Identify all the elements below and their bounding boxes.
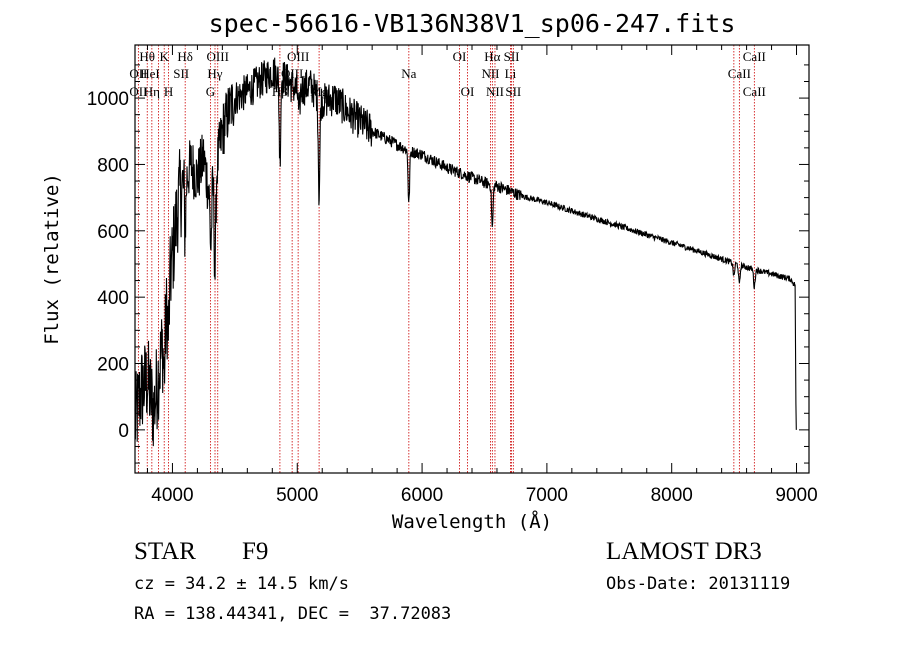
line-label: NII	[486, 84, 504, 99]
obs-date-text: Obs-Date: 20131119	[606, 574, 791, 594]
line-label: H	[164, 84, 173, 99]
line-label: OI	[461, 84, 475, 99]
line-label: Hγ	[207, 66, 222, 81]
line-label: SII	[173, 66, 189, 81]
x-tick-label: 4000	[151, 485, 193, 506]
line-label: NII	[481, 66, 499, 81]
line-label: CaII	[743, 84, 766, 99]
line-label: G	[206, 84, 215, 99]
x-axis-label: Wavelength (Å)	[392, 510, 552, 533]
line-markers	[137, 45, 755, 473]
line-label: SII	[505, 84, 521, 99]
x-tick-label: 9000	[775, 485, 817, 506]
line-label: Hα	[484, 49, 500, 64]
object-subclass: F9	[242, 538, 269, 565]
line-label: Hη	[144, 84, 160, 99]
line-label: HeI	[140, 66, 160, 81]
line-label: SII	[504, 49, 520, 64]
redshift-text: cz = 34.2 ± 14.5 km/s	[134, 574, 349, 594]
tick-labels: 4000 5000 6000 7000 8000 9000 0 200 400 600 800 100…	[87, 89, 818, 506]
line-label: Hδ	[177, 49, 193, 64]
survey-name: LAMOST DR3	[606, 538, 762, 565]
x-tick-label: 5000	[276, 485, 318, 506]
y-tick-label: 1000	[87, 89, 129, 110]
line-label: Hθ	[139, 49, 155, 64]
line-label: Na	[401, 66, 416, 81]
plot-frame	[134, 44, 810, 474]
y-tick-label: 200	[97, 355, 129, 376]
line-label: OII	[129, 66, 147, 81]
x-tick-label: 7000	[526, 485, 568, 506]
line-label: Li	[505, 66, 517, 81]
line-label: CaII	[743, 49, 766, 64]
line-label: CaII	[728, 66, 751, 81]
chart-title: spec-56616-VB136N38V1_sp06-247.fits	[209, 9, 736, 38]
y-axis-label: Flux (relative)	[41, 173, 63, 345]
y-tick-label: 800	[97, 155, 129, 176]
y-tick-label: 600	[97, 222, 129, 243]
line-label: K	[160, 49, 170, 64]
line-label: OIII	[207, 49, 229, 64]
object-class: STAR	[134, 538, 196, 565]
line-label: OIII	[287, 49, 309, 64]
coordinates-text: RA = 138.44341, DEC = 37.72083	[134, 604, 452, 624]
axis-ticks	[135, 45, 809, 473]
x-tick-label: 8000	[651, 485, 693, 506]
y-tick-label: 0	[118, 421, 129, 442]
y-tick-label: 400	[97, 288, 129, 309]
spectrum-line	[134, 57, 797, 447]
x-tick-label: 6000	[401, 485, 443, 506]
line-label: OII	[129, 84, 147, 99]
line-label: OI	[453, 49, 467, 64]
